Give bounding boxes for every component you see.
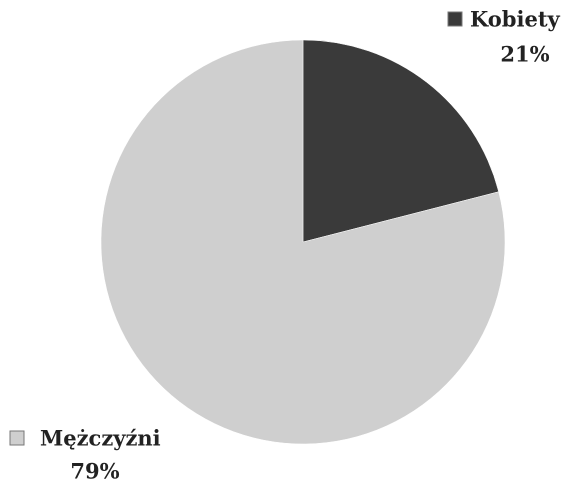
value-label: 21% <box>500 42 549 67</box>
pie-slice <box>100 39 506 445</box>
value-label: 79% <box>70 459 119 484</box>
legend-label: Mężczyźni <box>40 426 161 451</box>
legend-swatch <box>447 11 463 27</box>
legend-swatch <box>9 430 25 446</box>
legend-label: Kobiety <box>470 7 561 32</box>
pie-slice <box>302 39 499 243</box>
